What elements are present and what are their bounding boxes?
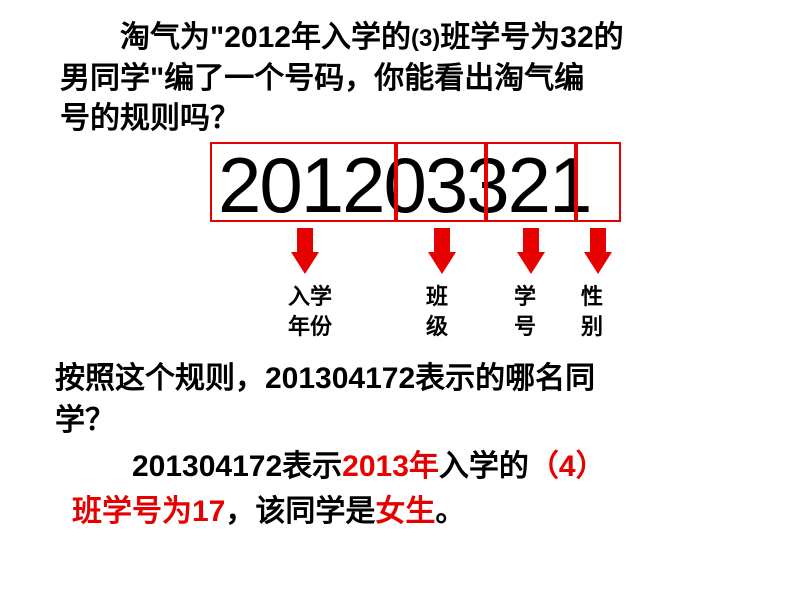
answer-p6: ，该同学是 [225, 495, 375, 528]
label-class: 班级 [422, 282, 452, 341]
arrow-down-icon [293, 228, 317, 274]
label-gender: 性别 [577, 282, 607, 341]
main-number: 201203321 [218, 140, 590, 231]
intro-paren: (3) [411, 25, 440, 52]
answer-p1: 201304172表示 [72, 450, 342, 483]
answer-p5: 班学号为17 [72, 495, 225, 528]
label-id: 学号 [510, 282, 540, 341]
answer-p8: 。 [435, 495, 465, 528]
answer-text: 201304172表示2013年入学的（4） 班学号为17，该同学是女生。 [72, 444, 772, 534]
intro-paragraph: 淘气为"2012年入学的(3)班学号为32的 男同学"编了一个号码，你能看出淘气… [60, 18, 760, 140]
answer-p7: 女生 [375, 495, 435, 528]
intro-line1c: 班学号为32的 [440, 21, 623, 54]
answer-p2: 2013年 [342, 450, 439, 483]
answer-p3: 入学的 [439, 450, 529, 483]
intro-line3: 号的规则吗？ [60, 102, 240, 135]
intro-line2: 男同学"编了一个号码，你能看出淘气编 [60, 62, 584, 95]
label-year: 入学年份 [285, 282, 335, 341]
arrow-down-icon [430, 228, 454, 274]
arrow-down-icon [519, 228, 543, 274]
arrow-down-icon [586, 228, 610, 274]
question-text: 按照这个规则，201304172表示的哪名同学？ [55, 358, 755, 442]
intro-line1a: 淘气为"2012年入学的 [60, 21, 411, 54]
answer-p4: （4） [529, 450, 606, 483]
